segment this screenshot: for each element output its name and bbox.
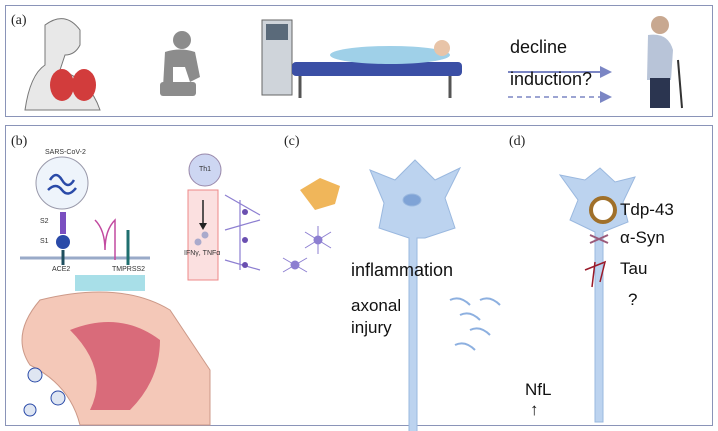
injury-label: injury — [351, 318, 392, 337]
astrocytes — [282, 226, 332, 273]
cytokines-label: IFNγ, TNFα — [184, 250, 221, 257]
spike-ace2-tmprss2 — [20, 212, 150, 291]
up-arrow: ↑ — [530, 400, 539, 419]
th1-cell — [188, 153, 222, 187]
panel-a-label: (a) — [11, 13, 27, 28]
sars-cov-2-label: SARS-CoV-2 — [45, 149, 86, 156]
panel-c-label: (c) — [284, 134, 300, 149]
coughing-patient-illustration — [24, 18, 101, 111]
decline-arrow — [508, 66, 612, 78]
induction-label: induction? — [510, 69, 593, 89]
panel-a — [5, 5, 713, 117]
asyn-label: α-Syn — [620, 228, 665, 247]
tmprss2-label: TMPRSS2 — [112, 266, 146, 273]
question-label: ? — [628, 290, 638, 309]
virus-particles — [23, 367, 66, 417]
ace2-label: ACE2 — [52, 266, 71, 273]
head-sagittal-illustration — [21, 291, 211, 426]
tau-label: Tau — [620, 259, 648, 278]
neurofilament-fragments — [449, 297, 501, 351]
s1-label: S1 — [40, 238, 49, 245]
depressed-person-icon — [160, 31, 200, 96]
decline-label: decline — [510, 37, 568, 57]
panel-d-label: (d) — [509, 134, 526, 149]
th1-label: Th1 — [199, 166, 212, 173]
blood-vessel-astrocytes — [187, 189, 261, 281]
nfl-label: NfL — [525, 380, 552, 399]
s2-label: S2 — [40, 218, 49, 225]
neuron-d — [558, 167, 636, 423]
panel-bcd — [5, 125, 713, 426]
tdp43-label: Tdp-43 — [620, 200, 674, 219]
panel-b-label: (b) — [11, 134, 28, 149]
sars-cov-2-virion — [35, 156, 89, 210]
induction-dashed-arrow — [508, 91, 612, 103]
inflammation-label: inflammation — [351, 260, 454, 280]
axonal-label: axonal — [351, 296, 402, 315]
microglia — [300, 178, 340, 210]
icu-bed-illustration — [261, 19, 462, 98]
neuron-c — [369, 159, 462, 431]
elderly-person-illustration — [647, 16, 683, 109]
